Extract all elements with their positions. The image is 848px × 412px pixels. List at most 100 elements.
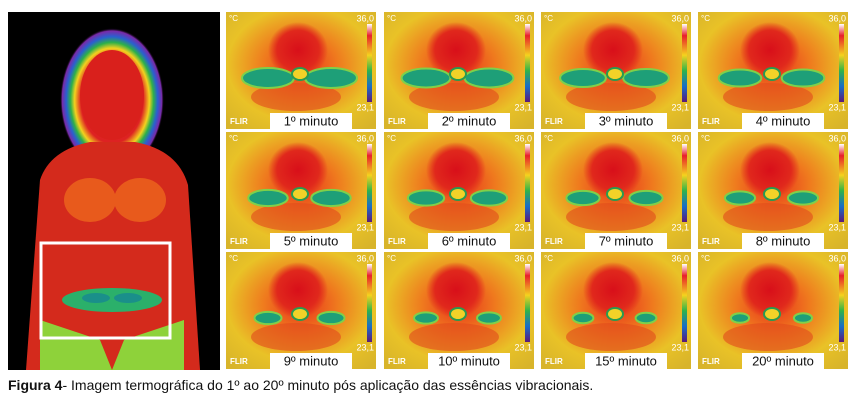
color-scale	[682, 144, 687, 222]
camera-brand: FLIR	[702, 357, 720, 366]
scale-min: 23,1	[828, 342, 846, 352]
panel-label: 7º minuto	[599, 233, 654, 248]
cool-zone-left	[565, 189, 601, 207]
scale-unit: °C	[701, 254, 710, 263]
thermal-panel: °C 36,0 23,1 FLIR 9º minuto	[226, 252, 376, 369]
scale-max: 36,0	[828, 13, 846, 23]
panel-label: 9º minuto	[284, 353, 339, 368]
label-box	[742, 233, 824, 249]
scale-min: 23,1	[828, 102, 846, 112]
thermal-panel: °C 36,0 23,1 FLIR 10º minuto	[384, 252, 534, 369]
hot-core	[740, 22, 800, 78]
scale-min: 23,1	[356, 342, 374, 352]
color-scale	[367, 144, 372, 222]
color-scale	[839, 24, 844, 102]
cool-zone-right	[476, 311, 502, 325]
scale-max: 36,0	[356, 133, 374, 143]
thermal-panel: °C 36,0 23,1 FLIR 15º minuto	[541, 252, 691, 369]
scale-unit: °C	[544, 254, 553, 263]
panel-label: 5º minuto	[284, 233, 339, 248]
camera-brand: FLIR	[545, 357, 563, 366]
panel-label: 6º minuto	[442, 233, 497, 248]
scale-unit: °C	[544, 14, 553, 23]
thermal-panel: °C 36,0 23,1 FLIR 2º minuto	[384, 12, 534, 129]
hot-core	[426, 142, 486, 198]
caption-label: Figura 4	[8, 377, 63, 393]
cool-zone-left	[241, 67, 295, 89]
cool-zone-left	[247, 188, 289, 208]
thermal-panel: °C 36,0 23,1 FLIR 7º minuto	[541, 132, 691, 249]
scale-min: 23,1	[828, 222, 846, 232]
scale-unit: °C	[544, 134, 553, 143]
caption: Figura 4- Imagem termográfica do 1º ao 2…	[8, 377, 593, 393]
scale-min: 23,1	[356, 222, 374, 232]
thermal-panel: °C 36,0 23,1 FLIR 8º minuto	[698, 132, 848, 249]
body-thermogram	[8, 12, 220, 370]
scale-max: 36,0	[356, 253, 374, 263]
warm-zone	[723, 323, 813, 351]
scale-unit: °C	[387, 254, 396, 263]
navel	[763, 67, 781, 81]
scale-unit: °C	[387, 134, 396, 143]
camera-brand: FLIR	[545, 117, 563, 126]
caption-text: - Imagem termográfica do 1º ao 20º minut…	[62, 377, 593, 393]
scale-min: 23,1	[671, 342, 689, 352]
panel-label: 15º minuto	[595, 353, 657, 368]
scale-max: 36,0	[514, 253, 532, 263]
color-scale	[525, 144, 530, 222]
hot-core	[426, 22, 486, 78]
cool-zone-right	[469, 189, 509, 207]
cool-zone-right	[316, 310, 346, 326]
hot-core	[583, 22, 643, 78]
thermal-panel: °C 36,0 23,1 FLIR 1º minuto	[226, 12, 376, 129]
scale-max: 36,0	[671, 133, 689, 143]
scale-unit: °C	[701, 134, 710, 143]
panel-label: 2º minuto	[442, 113, 497, 128]
scale-min: 23,1	[671, 222, 689, 232]
cool-zone-right	[786, 190, 820, 206]
cool-zone-left	[559, 67, 607, 89]
hot-core	[583, 262, 643, 318]
cool-zone-right	[780, 68, 826, 88]
camera-brand: FLIR	[230, 237, 248, 246]
panel-label: 3º minuto	[599, 113, 654, 128]
scale-unit: °C	[701, 14, 710, 23]
navel	[291, 187, 309, 201]
camera-brand: FLIR	[545, 237, 563, 246]
camera-brand: FLIR	[230, 357, 248, 366]
scale-max: 36,0	[514, 133, 532, 143]
navel	[606, 67, 624, 81]
camera-brand: FLIR	[230, 117, 248, 126]
camera-brand: FLIR	[702, 117, 720, 126]
scale-min: 23,1	[514, 342, 532, 352]
thermal-panel: °C 36,0 23,1 FLIR 3º minuto	[541, 12, 691, 129]
cool-zone-left	[253, 310, 283, 326]
cool-zone-left	[406, 189, 446, 207]
panel-label: 8º minuto	[756, 233, 811, 248]
color-scale	[682, 24, 687, 102]
color-scale	[839, 264, 844, 342]
scale-unit: °C	[229, 14, 238, 23]
cool-zone-left	[400, 67, 452, 89]
warm-zone	[409, 323, 499, 351]
warm-zone	[251, 203, 341, 231]
scale-min: 23,1	[514, 102, 532, 112]
panel-label: 10º minuto	[438, 353, 500, 368]
cool-zone-right	[310, 188, 352, 208]
scale-max: 36,0	[514, 13, 532, 23]
warm-zone	[723, 83, 813, 111]
label-box	[742, 113, 824, 129]
panel-label: 4º minuto	[756, 113, 811, 128]
thermal-panel: °C 36,0 23,1 FLIR 6º minuto	[384, 132, 534, 249]
scale-unit: °C	[229, 134, 238, 143]
panel-label: 1º minuto	[284, 113, 339, 128]
cool-zone-right	[634, 311, 658, 325]
label-box	[270, 113, 352, 129]
scale-min: 23,1	[671, 102, 689, 112]
scale-max: 36,0	[671, 253, 689, 263]
color-scale	[525, 24, 530, 102]
cool-zone-left	[413, 311, 439, 325]
warm-zone	[409, 203, 499, 231]
cool-zone-right	[792, 312, 814, 324]
label-box	[270, 353, 352, 369]
